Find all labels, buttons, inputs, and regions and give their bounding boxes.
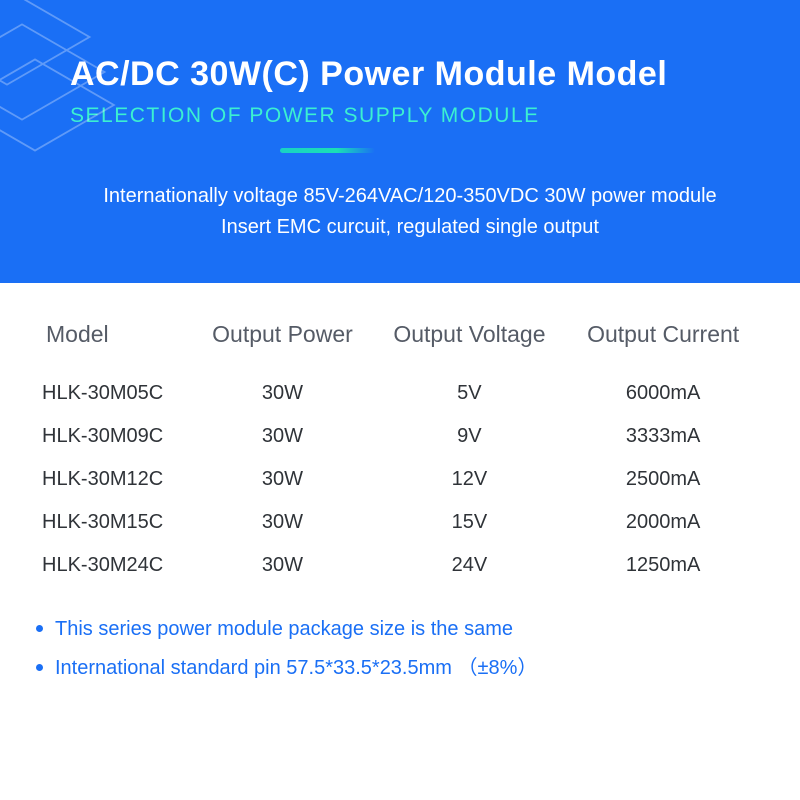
hero-description: Internationally voltage 85V-264VAC/120-3…: [70, 181, 750, 243]
table-row: HLK-30M09C30W9V3333mA: [40, 415, 760, 458]
table-cell: 1250mA: [566, 544, 760, 587]
table-row: HLK-30M05C30W5V6000mA: [40, 372, 760, 415]
spec-table-container: Model Output Power Output Voltage Output…: [0, 283, 800, 587]
bullet-icon: [36, 625, 43, 632]
table-row: HLK-30M12C30W12V2500mA: [40, 458, 760, 501]
footnote-item: This series power module package size is…: [36, 615, 760, 644]
table-cell: 2500mA: [566, 458, 760, 501]
table-cell: 12V: [373, 458, 567, 501]
table-cell: HLK-30M09C: [40, 415, 192, 458]
hero-banner: AC/DC 30W(C) Power Module Model SELECTIO…: [0, 0, 800, 283]
footnote-text: This series power module package size is…: [55, 615, 513, 644]
table-header-row: Model Output Power Output Voltage Output…: [40, 311, 760, 372]
table-cell: 5V: [373, 372, 567, 415]
desc-line-2: Insert EMC curcuit, regulated single out…: [70, 212, 750, 243]
table-cell: 30W: [192, 458, 372, 501]
table-cell: 9V: [373, 415, 567, 458]
table-cell: 3333mA: [566, 415, 760, 458]
col-output-power: Output Power: [192, 311, 372, 372]
table-cell: 15V: [373, 501, 567, 544]
page-title: AC/DC 30W(C) Power Module Model: [70, 55, 750, 94]
table-cell: 6000mA: [566, 372, 760, 415]
table-cell: HLK-30M24C: [40, 544, 192, 587]
table-cell: 2000mA: [566, 501, 760, 544]
col-output-current: Output Current: [566, 311, 760, 372]
table-row: HLK-30M24C30W24V1250mA: [40, 544, 760, 587]
desc-line-1: Internationally voltage 85V-264VAC/120-3…: [70, 181, 750, 212]
table-cell: 30W: [192, 544, 372, 587]
footnote-text: International standard pin 57.5*33.5*23.…: [55, 654, 537, 683]
table-cell: HLK-30M05C: [40, 372, 192, 415]
bullet-icon: [36, 664, 43, 671]
footnote-item: International standard pin 57.5*33.5*23.…: [36, 654, 760, 683]
table-row: HLK-30M15C30W15V2000mA: [40, 501, 760, 544]
footnotes: This series power module package size is…: [0, 587, 800, 683]
table-body: HLK-30M05C30W5V6000mAHLK-30M09C30W9V3333…: [40, 372, 760, 587]
table-cell: 30W: [192, 415, 372, 458]
table-cell: HLK-30M15C: [40, 501, 192, 544]
table-cell: HLK-30M12C: [40, 458, 192, 501]
col-output-voltage: Output Voltage: [373, 311, 567, 372]
accent-divider: [280, 148, 375, 153]
page-subtitle: SELECTION OF POWER SUPPLY MODULE: [70, 104, 750, 128]
table-cell: 30W: [192, 501, 372, 544]
spec-table: Model Output Power Output Voltage Output…: [40, 311, 760, 587]
col-model: Model: [40, 311, 192, 372]
table-cell: 24V: [373, 544, 567, 587]
table-cell: 30W: [192, 372, 372, 415]
